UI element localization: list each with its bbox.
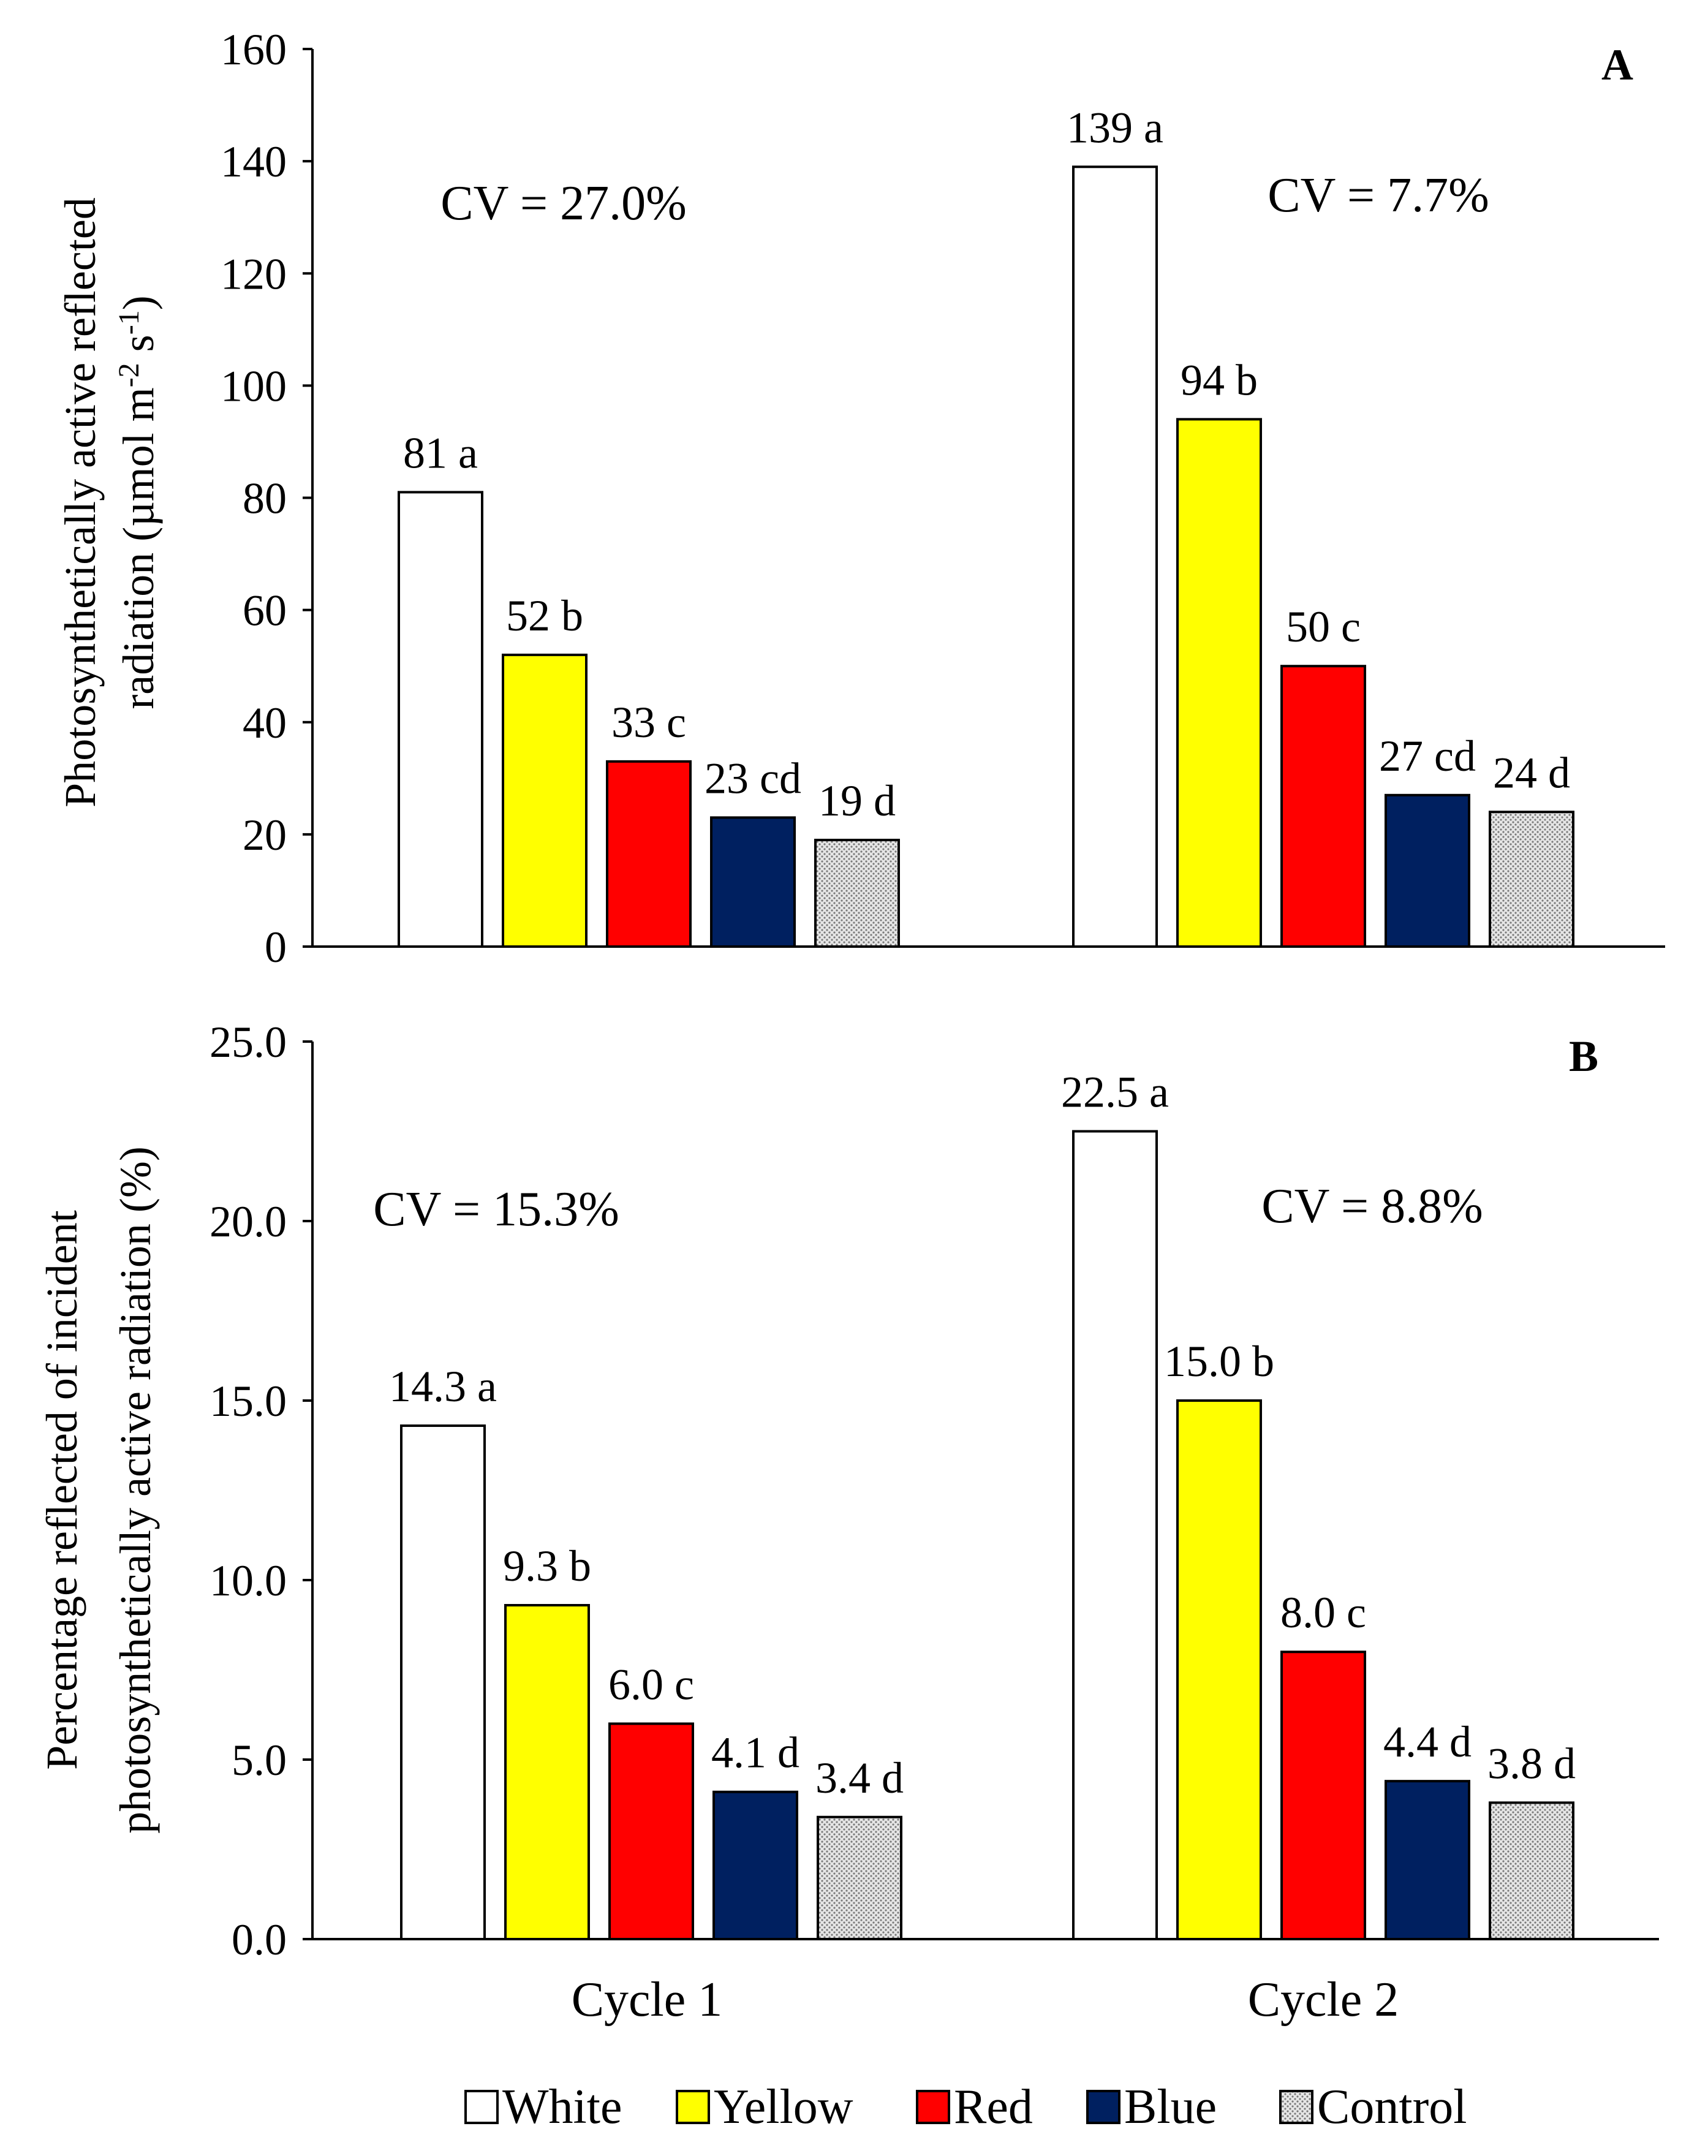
bar-white-cycle-2: [1072, 1130, 1158, 1940]
y-tick-label: 140: [221, 137, 287, 186]
data-label: 81 a: [403, 428, 478, 477]
cv-annotation: CV = 15.3%: [373, 1182, 619, 1236]
bar-white-cycle-1: [398, 491, 483, 948]
legend-swatch-yellow: [676, 2090, 710, 2124]
data-label: 3.4 d: [815, 1753, 904, 1802]
y-tick-label: 160: [221, 25, 287, 74]
y-tick-label: 10.0: [210, 1556, 287, 1605]
y-tick-label: 80: [243, 474, 287, 523]
y-tick-label: 5.0: [232, 1736, 287, 1785]
bar-control-cycle-2: [1489, 1801, 1574, 1941]
data-label: 4.4 d: [1383, 1717, 1472, 1766]
data-label: 14.3 a: [389, 1362, 497, 1411]
y-tick-label: 120: [221, 249, 287, 298]
legend-swatch-red: [916, 2090, 950, 2124]
x-category-label: Cycle 2: [1248, 1973, 1399, 2027]
bar-yellow-cycle-2: [1176, 418, 1262, 948]
data-label: 19 d: [818, 776, 896, 825]
data-label: 8.0 c: [1280, 1588, 1366, 1637]
x-category-label: Cycle 1: [572, 1973, 723, 2027]
data-label: 24 d: [1493, 748, 1570, 797]
cv-annotation: CV = 27.0%: [440, 176, 686, 230]
data-label: 27 cd: [1379, 732, 1476, 781]
y-axis-label: Photosynthetically active reflected radia…: [56, 197, 163, 808]
bar-yellow-cycle-1: [504, 1604, 590, 1940]
data-label: 23 cd: [705, 754, 801, 803]
legend-label-blue: Blue: [1124, 2080, 1217, 2134]
chart-panel-b: 0.0 5.0 10.0 15.0 20.0 25.0 14.3 a 22.5 a 9.3 b 1…: [37, 1018, 1659, 1964]
bar-blue-cycle-1: [710, 816, 796, 948]
data-label: 22.5 a: [1061, 1068, 1169, 1117]
data-label: 6.0 c: [608, 1660, 694, 1709]
bar-red-cycle-2: [1280, 1651, 1366, 1940]
data-label: 3.8 d: [1487, 1739, 1576, 1788]
legend: White Yellow Red Blue Control: [464, 2080, 1467, 2134]
bar-yellow-cycle-1: [502, 653, 588, 948]
cv-annotation: CV = 8.8%: [1261, 1179, 1483, 1233]
bar-white-cycle-1: [400, 1424, 486, 1940]
bar-red-cycle-1: [606, 760, 692, 948]
bar-blue-cycle-1: [712, 1790, 798, 1940]
bar-control-cycle-1: [814, 839, 900, 948]
legend-swatch-control: [1279, 2090, 1313, 2124]
legend-swatch-white: [464, 2090, 499, 2124]
data-label: 94 b: [1181, 355, 1258, 404]
bar-control-cycle-2: [1489, 811, 1574, 948]
y-tick-label: 20.0: [210, 1197, 287, 1246]
y-axis-label: Percentage reflected of incident photosyn…: [37, 1146, 160, 1834]
panel-label: B: [1569, 1032, 1598, 1081]
bar-blue-cycle-2: [1385, 1780, 1470, 1940]
cv-annotation: CV = 7.7%: [1268, 168, 1489, 222]
data-label: 33 c: [611, 698, 686, 747]
data-label: 9.3 b: [503, 1541, 591, 1591]
panel-label: A: [1601, 40, 1633, 89]
bar-white-cycle-2: [1072, 165, 1158, 948]
y-tick-label: 100: [221, 361, 287, 410]
data-label: 52 b: [506, 591, 583, 640]
bar-yellow-cycle-2: [1176, 1399, 1262, 1940]
data-label: 50 c: [1286, 602, 1361, 651]
legend-label-white: White: [502, 2080, 622, 2134]
data-label: 4.1 d: [711, 1728, 799, 1777]
y-tick-label: 20: [243, 811, 287, 860]
legend-label-yellow: Yellow: [714, 2080, 853, 2134]
bar-red-cycle-2: [1280, 665, 1366, 948]
chart-panel-a: 0 20 40 60 80 100 120 140 160 81 a 139 a 52 b 94 b 33…: [56, 25, 1665, 972]
bar-blue-cycle-2: [1385, 793, 1470, 948]
legend-swatch-blue: [1086, 2090, 1120, 2124]
y-tick-label: 0: [265, 923, 287, 972]
y-tick-label: 60: [243, 586, 287, 635]
y-tick-label: 0.0: [232, 1915, 287, 1964]
y-tick-label: 40: [243, 698, 287, 747]
bar-control-cycle-1: [817, 1815, 902, 1941]
legend-label-red: Red: [954, 2080, 1033, 2134]
y-tick-label: 15.0: [210, 1377, 287, 1426]
y-tick-label: 25.0: [210, 1018, 287, 1067]
bar-red-cycle-1: [608, 1722, 694, 1940]
data-label: 15.0 b: [1164, 1337, 1274, 1386]
legend-label-control: Control: [1317, 2080, 1467, 2134]
category-labels: Cycle 1 Cycle 2: [572, 1973, 1399, 2027]
data-label: 139 a: [1067, 103, 1163, 152]
